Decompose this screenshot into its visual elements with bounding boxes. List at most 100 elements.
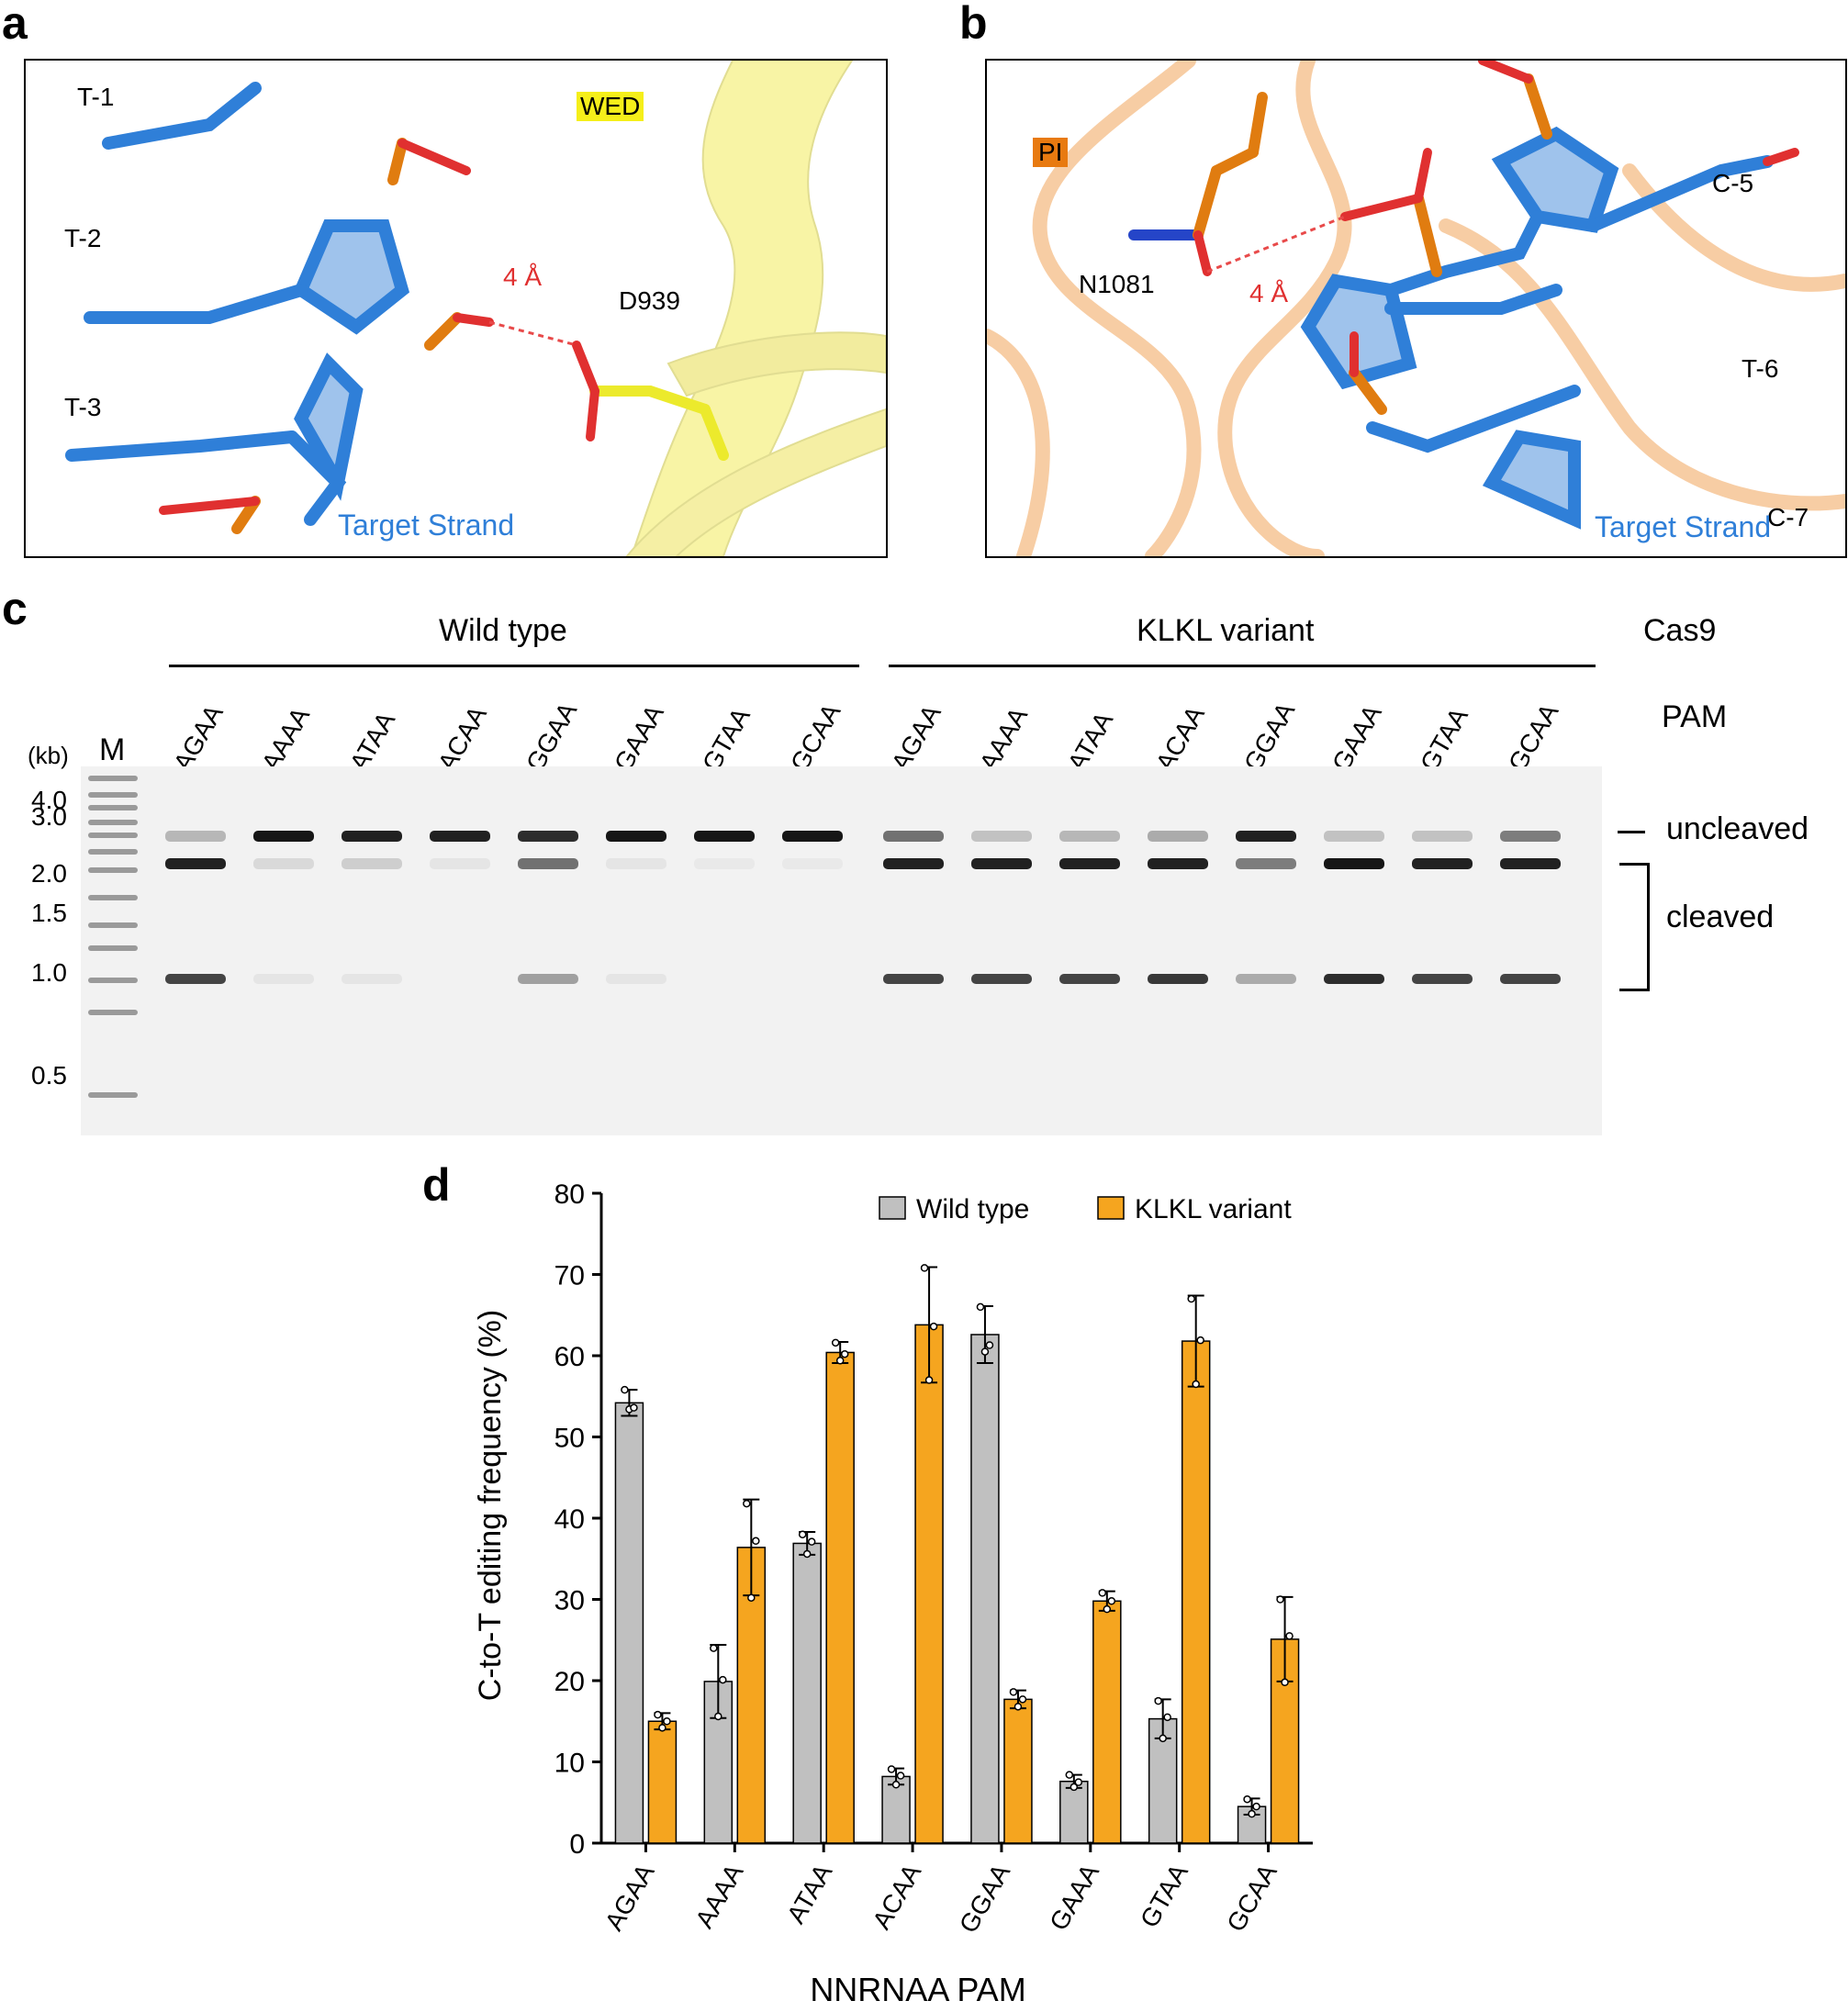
cleaved-band-1kb bbox=[342, 974, 402, 984]
cleaved-band-1kb bbox=[971, 974, 1032, 984]
x-tick-label: GAAA bbox=[1044, 1859, 1104, 1935]
marker-label: M bbox=[99, 732, 126, 767]
uncleaved-band bbox=[1148, 831, 1208, 842]
replicate-point bbox=[1163, 1713, 1171, 1722]
hbond-line-b bbox=[1206, 215, 1346, 274]
y-axis-label: C-to-T editing frequency (%) bbox=[473, 1310, 508, 1701]
y-tick-label: 80 bbox=[554, 1184, 585, 1210]
cleaved-band bbox=[1412, 858, 1473, 869]
chart-bars bbox=[614, 1264, 1300, 1844]
lane-label: GCAA bbox=[785, 699, 846, 777]
replicate-point bbox=[896, 1772, 905, 1780]
replicate-point bbox=[1196, 1336, 1204, 1345]
lane-label: AAAA bbox=[974, 702, 1034, 777]
cleaved-band bbox=[971, 858, 1032, 869]
legend-label: Wild type bbox=[916, 1194, 1029, 1224]
nucleotide-label: T-3 bbox=[64, 393, 102, 421]
klkl-group-bar bbox=[889, 665, 1596, 667]
lane-label: GAAA bbox=[609, 699, 669, 777]
uncleaved-band bbox=[1236, 831, 1296, 842]
cleaved-band-1kb bbox=[1236, 974, 1296, 984]
ladder-band bbox=[88, 849, 138, 855]
lane-label: AGAA bbox=[886, 699, 946, 777]
distance-label: 4 Å bbox=[1249, 279, 1289, 307]
y-tick-label: 70 bbox=[554, 1261, 585, 1291]
ladder-band bbox=[88, 895, 138, 900]
replicate-point bbox=[658, 1724, 666, 1732]
x-tick-label: AAAA bbox=[689, 1859, 748, 1932]
ladder-band bbox=[88, 945, 138, 951]
x-tick-label: AGAA bbox=[599, 1859, 660, 1935]
uncleaved-band bbox=[253, 831, 314, 842]
cleaved-band bbox=[1500, 858, 1561, 869]
cleaved-band-1kb bbox=[606, 974, 666, 984]
ladder-band bbox=[88, 978, 138, 983]
replicate-point bbox=[891, 1781, 901, 1789]
replicate-point bbox=[710, 1644, 718, 1652]
lane-label: GGAA bbox=[521, 697, 583, 777]
nucleotide-label: T-6 bbox=[1742, 354, 1779, 383]
bar-klkl-variant bbox=[647, 1720, 678, 1844]
bar-klkl-variant bbox=[1003, 1698, 1033, 1844]
replicate-point bbox=[719, 1675, 727, 1684]
replicate-point bbox=[1074, 1778, 1083, 1786]
ladder-size-label: 0.5 bbox=[31, 1061, 67, 1090]
cleaved-band bbox=[1148, 858, 1208, 869]
panel-b-structure: PI C-5 T-6 C-7 N1081 4 Å Target Strand bbox=[985, 59, 1847, 558]
replicate-point bbox=[976, 1302, 985, 1312]
bar-wild-type bbox=[614, 1402, 644, 1844]
wild-type-group-bar bbox=[169, 665, 859, 667]
nucleotide-label: T-2 bbox=[64, 224, 102, 252]
legend-label: KLKL variant bbox=[1135, 1194, 1292, 1224]
y-tick-label: 30 bbox=[554, 1586, 585, 1616]
panel-a-letter: a bbox=[2, 0, 28, 49]
wed-ribbon bbox=[625, 61, 886, 556]
lane-label: ACAA bbox=[1150, 700, 1210, 777]
lane-label: AGAA bbox=[168, 699, 229, 777]
nucleotide-label: T-1 bbox=[77, 83, 115, 111]
replicate-point bbox=[929, 1322, 938, 1331]
cleaved-bracket bbox=[1619, 863, 1650, 991]
uncleaved-band bbox=[165, 831, 226, 842]
uncleaved-band bbox=[782, 831, 843, 842]
bar-klkl-variant bbox=[825, 1351, 855, 1844]
replicate-point bbox=[980, 1347, 990, 1356]
residue-label: N1081 bbox=[1079, 270, 1155, 298]
lane-label: GTAA bbox=[1415, 702, 1473, 777]
replicate-point bbox=[714, 1712, 722, 1721]
cleaved-band bbox=[342, 858, 402, 869]
bar-klkl-variant bbox=[914, 1324, 944, 1844]
replicate-point bbox=[840, 1349, 849, 1358]
ladder-band bbox=[88, 820, 138, 825]
strand-label: Target Strand bbox=[1595, 510, 1772, 543]
uncleaved-band bbox=[883, 831, 944, 842]
uncleaved-band bbox=[1412, 831, 1473, 842]
ladder-band bbox=[88, 922, 138, 928]
cleaved-band-1kb bbox=[1148, 974, 1208, 984]
kb-label: (kb) bbox=[28, 742, 69, 769]
panel-d-letter: d bbox=[422, 1159, 451, 1211]
cleaved-band bbox=[782, 858, 843, 869]
replicate-point bbox=[1065, 1771, 1074, 1779]
editing-frequency-chart: 0 10 20 30 40 50 60 70 80 AGAA AAAA ATAA ACAA GGAA GAA… bbox=[473, 1184, 1313, 2008]
agarose-gel bbox=[81, 766, 1602, 1135]
cleaved-band bbox=[165, 858, 226, 869]
cleaved-label: cleaved bbox=[1666, 900, 1775, 934]
replicate-point bbox=[835, 1357, 845, 1365]
uncleaved-marker bbox=[1618, 831, 1645, 833]
cleaved-band-1kb bbox=[1059, 974, 1120, 984]
panel-b-letter: b bbox=[959, 0, 988, 49]
ladder-band bbox=[88, 1092, 138, 1098]
x-tick-label: GTAA bbox=[1135, 1859, 1193, 1932]
pi-domain-label: PI bbox=[1033, 138, 1069, 167]
replicate-point bbox=[654, 1710, 662, 1719]
lane-label: GGAA bbox=[1238, 697, 1301, 777]
replicate-point bbox=[1154, 1696, 1162, 1705]
cleaved-band bbox=[694, 858, 755, 869]
ladder-band bbox=[88, 805, 138, 810]
cleaved-band bbox=[518, 858, 578, 869]
replicate-point bbox=[802, 1549, 812, 1559]
uncleaved-label: uncleaved bbox=[1666, 811, 1809, 846]
lane-label: GTAA bbox=[697, 702, 756, 777]
hbond-line-a bbox=[488, 320, 577, 347]
